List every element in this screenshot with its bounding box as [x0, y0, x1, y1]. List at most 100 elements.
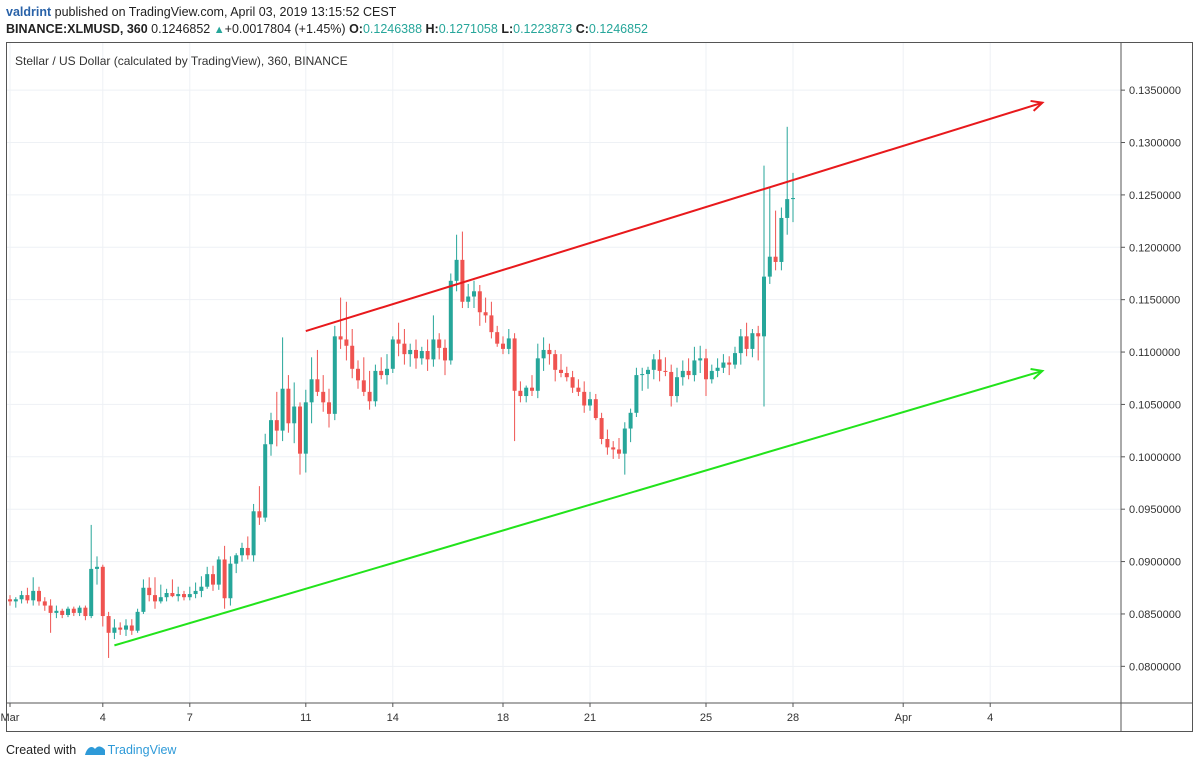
- candle: [158, 584, 163, 604]
- candle: [251, 503, 256, 562]
- candle: [309, 357, 314, 424]
- high-label: H:: [425, 22, 439, 36]
- candle: [286, 375, 291, 433]
- candle: [495, 325, 500, 347]
- support-trend-line: [114, 367, 1045, 647]
- candle-body: [153, 595, 157, 602]
- price-axis[interactable]: 0.0800000 0.0850000 0.0900000 0.0950000 0.10…: [1120, 43, 1181, 732]
- candle: [31, 577, 36, 606]
- candle: [373, 364, 378, 407]
- candle-body: [228, 563, 233, 599]
- candle: [245, 536, 250, 560]
- candle: [234, 553, 239, 574]
- candle: [100, 564, 105, 627]
- high-value: 0.1271058: [438, 22, 498, 36]
- x-tick-label: 7: [187, 712, 193, 724]
- candle: [773, 210, 778, 271]
- candle-body: [570, 377, 575, 388]
- y-tick-label: 0.0850000: [1129, 609, 1181, 621]
- candle-body: [425, 351, 430, 360]
- candle-body: [767, 256, 772, 277]
- candle: [686, 358, 691, 380]
- candle-body: [501, 343, 505, 349]
- candle: [669, 364, 674, 407]
- candle: [367, 370, 372, 410]
- candle-body: [622, 428, 627, 454]
- candle: [756, 325, 761, 361]
- candle-body: [593, 399, 598, 419]
- candle: [547, 343, 552, 365]
- y-tick-label: 0.1300000: [1129, 138, 1181, 150]
- candle: [216, 556, 221, 590]
- candle: [628, 408, 633, 443]
- candle-body: [483, 312, 488, 316]
- candle: [147, 577, 152, 602]
- candle: [419, 346, 424, 365]
- candle: [634, 367, 639, 417]
- candle: [518, 381, 523, 403]
- candle: [338, 297, 343, 349]
- candle-body: [646, 369, 650, 375]
- resistance-line: [305, 101, 1043, 333]
- candle-body: [292, 406, 297, 424]
- candle: [60, 608, 65, 619]
- tradingview-brand-link[interactable]: TradingView: [107, 743, 177, 757]
- candle: [791, 172, 795, 223]
- candle-body: [657, 359, 662, 371]
- candle-body: [599, 418, 604, 439]
- chart-grid: [7, 43, 1121, 703]
- candle: [779, 207, 784, 271]
- candle: [617, 437, 621, 459]
- candle-body: [344, 339, 349, 346]
- candle-body: [419, 351, 424, 359]
- y-tick-label: 0.1050000: [1129, 399, 1181, 411]
- close-label: C:: [575, 22, 589, 36]
- candle-body: [60, 610, 65, 615]
- up-triangle-icon: ▲: [213, 24, 225, 36]
- candle-body: [8, 599, 12, 602]
- candle: [762, 165, 766, 407]
- candle-body: [147, 587, 152, 596]
- candle: [280, 337, 285, 442]
- candle: [750, 329, 755, 358]
- candle-body: [634, 375, 639, 413]
- publisher-username[interactable]: valdrint: [6, 5, 52, 19]
- candle: [356, 360, 360, 389]
- candle-body: [785, 199, 790, 218]
- candle-body: [686, 370, 691, 376]
- candle-body: [77, 607, 82, 613]
- candle: [709, 364, 714, 384]
- candle: [118, 622, 123, 635]
- x-tick-label: 21: [584, 712, 596, 724]
- candle-body: [611, 447, 616, 450]
- created-with-label: Created with: [6, 743, 77, 757]
- candle: [651, 354, 656, 380]
- candle-body: [31, 590, 36, 601]
- candle: [524, 385, 529, 403]
- candle-body: [663, 370, 668, 372]
- candle-body: [414, 349, 418, 359]
- candle: [622, 422, 627, 475]
- candle-body: [541, 349, 546, 359]
- candle-body: [164, 593, 169, 598]
- candle-body: [582, 391, 587, 406]
- candle-body: [454, 259, 459, 281]
- candle: [95, 556, 99, 585]
- candle-body: [135, 611, 140, 631]
- y-tick-label: 0.0950000: [1129, 504, 1181, 516]
- candle: [599, 412, 604, 445]
- candle-body: [692, 360, 697, 376]
- candle-body: [675, 377, 679, 397]
- candle: [588, 391, 592, 411]
- candle-body: [506, 338, 511, 349]
- candle-body: [460, 259, 465, 302]
- candle-body: [698, 358, 703, 361]
- candle: [327, 388, 331, 428]
- price-change: +0.0017804 (+1.45%): [224, 22, 346, 36]
- candle: [425, 339, 430, 371]
- time-axis[interactable]: Mar 4 7 11 14 18 21 25 28 Apr 4: [1, 702, 1192, 724]
- candle: [298, 402, 302, 475]
- candle: [675, 367, 679, 403]
- candle: [738, 329, 743, 365]
